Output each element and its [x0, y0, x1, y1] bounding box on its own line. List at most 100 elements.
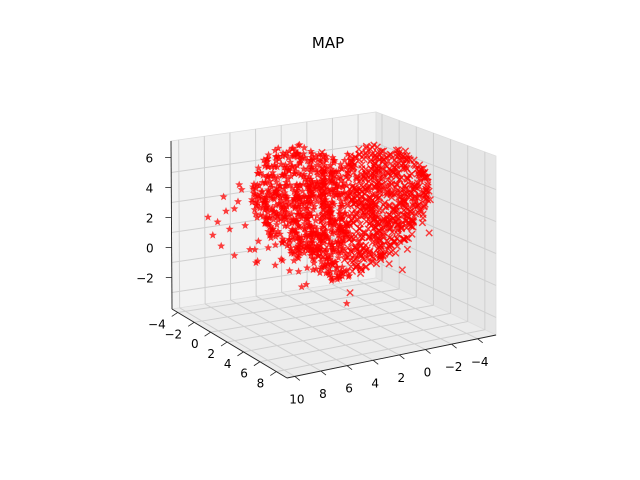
point-star	[272, 208, 281, 217]
point-star	[280, 237, 289, 245]
point-star	[338, 181, 347, 190]
point-star	[254, 163, 263, 172]
point-star	[305, 182, 314, 191]
point-x	[387, 151, 395, 159]
point-x	[357, 175, 366, 183]
point-star	[333, 188, 342, 196]
point-star	[269, 194, 278, 202]
point-star	[270, 195, 279, 203]
point-x	[384, 217, 392, 225]
point-star	[331, 184, 340, 193]
point-star	[268, 203, 277, 212]
point-x	[381, 182, 389, 191]
point-star	[303, 214, 312, 223]
tick-mark-x	[320, 370, 327, 376]
point-star	[266, 180, 275, 189]
point-star	[324, 207, 333, 215]
point-star	[328, 153, 337, 161]
point-star	[308, 242, 317, 250]
point-x	[366, 247, 374, 255]
tick-label-y: 8	[257, 377, 265, 391]
point-star	[295, 204, 303, 212]
point-star	[308, 181, 317, 190]
point-star	[304, 208, 313, 217]
point-star	[286, 243, 295, 252]
point-star	[253, 198, 262, 207]
point-star	[272, 156, 281, 165]
point-x	[346, 288, 354, 297]
point-star	[300, 192, 309, 200]
point-star	[313, 161, 322, 169]
point-x	[363, 151, 371, 160]
point-star	[330, 221, 339, 229]
point-star	[279, 200, 288, 208]
point-x	[380, 199, 389, 207]
point-star	[306, 245, 315, 254]
point-x	[419, 164, 428, 173]
point-x	[357, 265, 366, 274]
point-star	[303, 156, 312, 165]
point-x	[420, 203, 428, 211]
point-star	[295, 140, 304, 149]
point-star	[334, 248, 343, 257]
tick-mark-y	[220, 341, 228, 347]
point-x	[376, 185, 385, 194]
point-star	[291, 202, 299, 211]
point-star	[327, 259, 336, 268]
gridline-floor-b	[281, 291, 400, 356]
point-star	[311, 246, 320, 255]
point-star	[341, 208, 350, 217]
right-axis-line	[286, 334, 497, 379]
tick-mark-x	[346, 365, 353, 370]
point-star	[341, 253, 350, 261]
gridline-floor-b	[179, 307, 296, 377]
point-star	[334, 236, 342, 245]
point-star	[304, 218, 313, 226]
point-x	[381, 247, 390, 256]
point-star	[269, 211, 277, 219]
point-x	[410, 182, 418, 190]
point-star	[298, 187, 307, 195]
point-star	[261, 203, 270, 211]
point-star	[290, 194, 299, 203]
point-star	[327, 207, 336, 215]
point-star	[310, 222, 319, 231]
point-star	[320, 177, 329, 186]
point-x	[389, 167, 397, 175]
z-axis-line	[170, 140, 173, 310]
tick-label-z: 0	[146, 242, 154, 256]
point-star	[339, 269, 347, 277]
point-x	[370, 141, 378, 149]
point-star	[314, 150, 323, 159]
point-star	[293, 161, 302, 169]
point-x	[404, 193, 413, 201]
point-x	[356, 205, 364, 213]
point-star	[263, 157, 272, 165]
point-star	[306, 167, 315, 176]
point-x	[349, 218, 357, 227]
point-star	[263, 207, 272, 216]
point-x	[391, 249, 400, 257]
point-star	[289, 249, 298, 257]
point-x	[400, 206, 408, 215]
point-star	[307, 229, 316, 238]
point-x	[377, 163, 386, 172]
point-star	[328, 256, 336, 265]
gridline-floor-b	[306, 288, 426, 350]
point-x	[375, 234, 383, 243]
point-x	[362, 195, 370, 203]
point-star	[328, 275, 337, 283]
point-star	[337, 248, 346, 257]
point-star	[323, 212, 332, 221]
tick-mark-y	[187, 321, 195, 327]
point-star	[337, 176, 346, 184]
point-star	[308, 149, 316, 158]
point-x	[377, 255, 385, 264]
point-star	[269, 171, 278, 180]
point-star	[309, 258, 318, 267]
tick-mark-x	[372, 359, 379, 365]
point-star	[279, 149, 287, 157]
tick-label-x: 8	[319, 387, 327, 401]
point-star	[277, 203, 286, 211]
point-star	[333, 225, 342, 234]
